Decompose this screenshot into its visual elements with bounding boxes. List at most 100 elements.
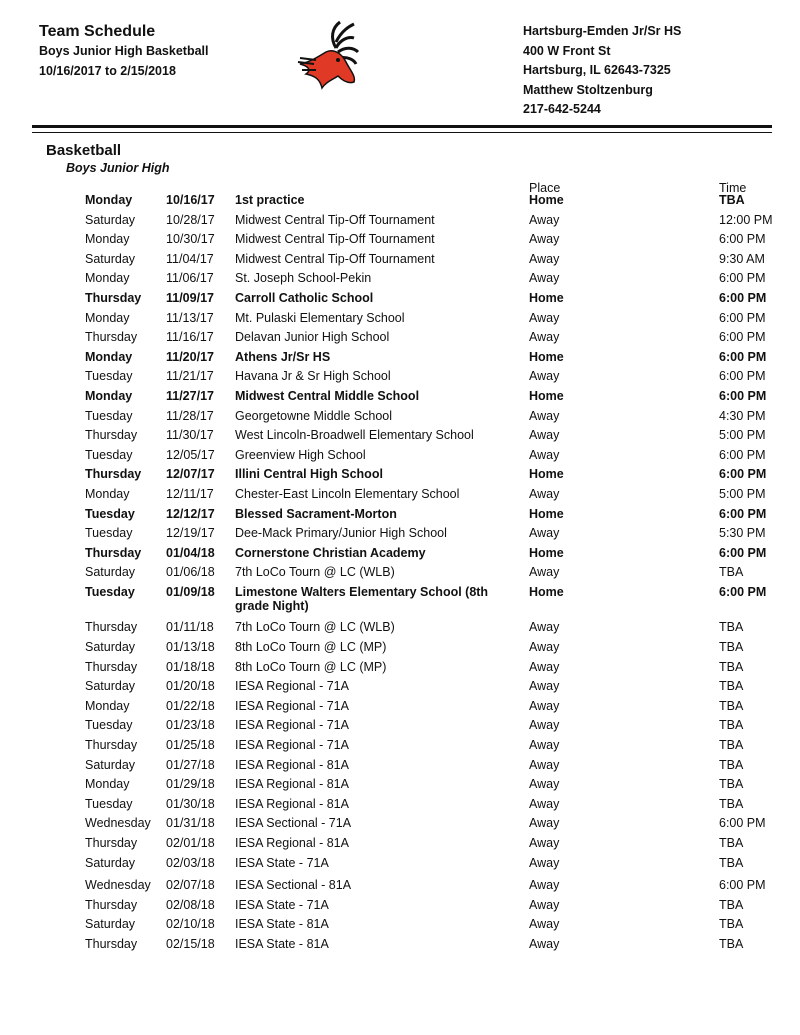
opponent-cell: St. Joseph School-Pekin <box>235 271 372 286</box>
date-cell: 12/11/17 <box>166 486 214 501</box>
time-cell: TBA <box>719 718 744 733</box>
school-city: Hartsburg, IL 62643-7325 <box>523 63 671 78</box>
day-cell: Monday <box>85 388 133 403</box>
day-cell: Tuesday <box>85 506 135 521</box>
day-cell: Monday <box>85 698 130 713</box>
day-cell: Monday <box>85 271 130 286</box>
date-cell: 11/09/17 <box>166 290 214 305</box>
divider-thick <box>32 125 772 128</box>
date-cell: 01/30/18 <box>166 796 215 811</box>
opponent-cell: IESA State - 71A <box>235 897 329 912</box>
date-range: 10/16/2017 to 2/15/2018 <box>39 63 176 78</box>
time-cell: TBA <box>719 836 744 850</box>
date-cell: 10/16/17 <box>166 193 215 207</box>
table-row: Thursday 12/07/17 Illini Central High Scho… <box>0 467 800 487</box>
opponent-cell: IESA Sectional - 81A <box>235 878 352 893</box>
table-row: Monday 01/29/18 IESA Regional - 81A Away TBA <box>0 777 800 797</box>
school-name: Hartsburg-Emden Jr/Sr HS <box>523 24 682 38</box>
table-row: Tuesday 11/21/17 Havana Jr & Sr High Schoo… <box>0 369 800 389</box>
date-cell: 02/15/18 <box>166 936 215 951</box>
opponent-cell: Cornerstone Christian Academy <box>235 545 426 560</box>
schedule-table: Monday 10/16/17 1st practice Home TBA Saturda… <box>0 193 800 957</box>
day-cell: Thursday <box>85 330 138 345</box>
day-cell: Thursday <box>85 897 138 912</box>
time-cell: 5:30 PM <box>719 526 766 541</box>
date-cell: 01/18/18 <box>166 659 215 674</box>
date-cell: 11/21/17 <box>166 369 214 384</box>
place-cell: Home <box>529 545 564 560</box>
table-row: Tuesday 01/09/18 Limestone Walters Element… <box>0 585 800 621</box>
day-cell: Monday <box>85 232 130 247</box>
time-cell: 6:00 PM <box>719 349 767 364</box>
time-cell: 6:00 PM <box>719 310 766 325</box>
time-cell: TBA <box>719 640 744 655</box>
date-cell: 01/20/18 <box>166 679 215 694</box>
table-row: Saturday 01/20/18 IESA Regional - 71A Away T… <box>0 679 800 699</box>
place-cell: Home <box>529 388 564 403</box>
date-cell: 11/30/17 <box>166 428 214 443</box>
opponent-cell: Athens Jr/Sr HS <box>235 349 331 364</box>
opponent-cell: Midwest Central Tip-Off Tournament <box>235 232 435 247</box>
table-row: Wednesday 01/31/18 IESA Sectional - 71A Awa… <box>0 816 800 836</box>
opponent-cell: IESA Regional - 81A <box>235 836 349 850</box>
place-cell: Away <box>529 212 560 227</box>
place-cell: Away <box>529 816 560 831</box>
page-title: Team Schedule <box>39 23 156 40</box>
table-row: Tuesday 12/12/17 Blessed Sacrament-Morton H… <box>0 507 800 527</box>
place-cell: Away <box>529 936 560 951</box>
time-cell: TBA <box>719 796 744 811</box>
time-cell: 6:00 PM <box>719 447 766 462</box>
date-cell: 12/19/17 <box>166 526 215 541</box>
header-left: Team Schedule Boys Junior High Basketbal… <box>39 22 208 81</box>
opponent-cell: West Lincoln-Broadwell Elementary School <box>235 428 474 443</box>
place-cell: Away <box>529 640 560 655</box>
opponent-cell: IESA Regional - 81A <box>235 796 349 811</box>
time-column-header: Time <box>719 181 747 195</box>
place-cell: Away <box>529 428 560 443</box>
place-cell: Away <box>529 757 560 772</box>
day-cell: Tuesday <box>85 447 133 462</box>
table-row: Tuesday 11/28/17 Georgetowne Middle School… <box>0 409 800 429</box>
opponent-cell: Midwest Central Tip-Off Tournament <box>235 251 435 266</box>
table-row: Monday 01/22/18 IESA Regional - 71A Away TBA <box>0 699 800 719</box>
day-cell: Tuesday <box>85 718 133 733</box>
table-row: Thursday 01/18/18 8th LoCo Tourn @ LC (MP)… <box>0 660 800 680</box>
time-cell: TBA <box>719 936 744 951</box>
day-cell: Monday <box>85 349 133 364</box>
table-row: Saturday 02/10/18 IESA State - 81A Away TBA <box>0 917 800 937</box>
opponent-cell: IESA Regional - 71A <box>235 738 349 753</box>
time-cell: TBA <box>719 917 744 932</box>
day-cell: Monday <box>85 486 130 501</box>
table-row: Saturday 01/06/18 7th LoCo Tourn @ LC (WLB… <box>0 565 800 585</box>
day-cell: Monday <box>85 193 133 207</box>
opponent-cell: IESA Regional - 81A <box>235 757 349 772</box>
sport-heading: Basketball <box>46 142 122 159</box>
place-cell: Away <box>529 330 560 345</box>
time-cell: TBA <box>719 897 744 912</box>
time-cell: 6:00 PM <box>719 271 766 286</box>
table-row: Thursday 01/11/18 7th LoCo Tourn @ LC (WLB… <box>0 620 800 640</box>
day-cell: Saturday <box>85 757 136 772</box>
time-cell: TBA <box>719 565 744 580</box>
place-cell: Away <box>529 447 560 462</box>
date-cell: 01/13/18 <box>166 640 215 655</box>
opponent-cell: Limestone Walters Elementary School (8th… <box>235 584 489 613</box>
deer-mascot-logo <box>297 20 360 90</box>
day-cell: Monday <box>85 777 130 792</box>
time-cell: TBA <box>719 620 744 635</box>
place-cell: Away <box>529 718 560 733</box>
time-cell: TBA <box>719 193 745 207</box>
date-cell: 10/30/17 <box>166 232 215 247</box>
day-cell: Tuesday <box>85 408 133 423</box>
date-cell: 01/31/18 <box>166 816 215 831</box>
opponent-cell: IESA Sectional - 71A <box>235 816 352 831</box>
opponent-cell: IESA State - 81A <box>235 936 329 951</box>
place-cell: Away <box>529 679 560 694</box>
date-cell: 01/23/18 <box>166 718 215 733</box>
day-cell: Thursday <box>85 936 138 951</box>
day-cell: Thursday <box>85 290 142 305</box>
day-cell: Thursday <box>85 620 138 635</box>
place-cell: Away <box>529 777 560 792</box>
date-cell: 01/09/18 <box>166 584 215 599</box>
